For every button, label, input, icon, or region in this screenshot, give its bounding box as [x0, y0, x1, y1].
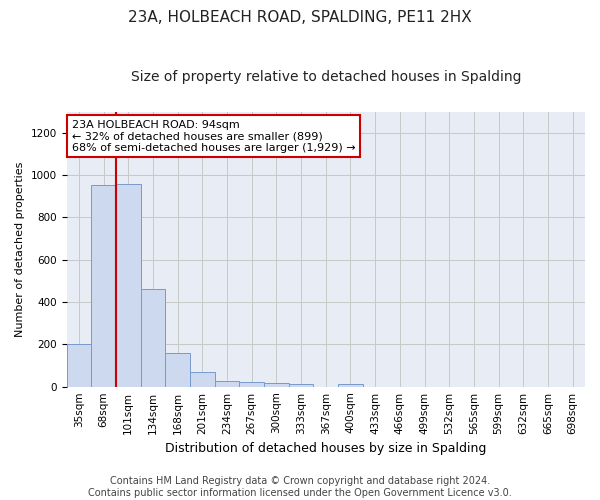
Bar — [289, 384, 313, 386]
Bar — [91, 184, 116, 386]
Text: 23A, HOLBEACH ROAD, SPALDING, PE11 2HX: 23A, HOLBEACH ROAD, SPALDING, PE11 2HX — [128, 10, 472, 25]
Bar — [190, 372, 215, 386]
Title: Size of property relative to detached houses in Spalding: Size of property relative to detached ho… — [131, 70, 521, 84]
Bar — [165, 353, 190, 386]
Bar — [338, 384, 363, 386]
Bar — [67, 344, 91, 387]
Text: Contains HM Land Registry data © Crown copyright and database right 2024.
Contai: Contains HM Land Registry data © Crown c… — [88, 476, 512, 498]
Text: 23A HOLBEACH ROAD: 94sqm
← 32% of detached houses are smaller (899)
68% of semi-: 23A HOLBEACH ROAD: 94sqm ← 32% of detach… — [72, 120, 355, 153]
Bar — [264, 383, 289, 386]
Bar — [116, 184, 140, 386]
Bar — [140, 288, 165, 386]
X-axis label: Distribution of detached houses by size in Spalding: Distribution of detached houses by size … — [165, 442, 487, 455]
Y-axis label: Number of detached properties: Number of detached properties — [15, 162, 25, 337]
Bar — [239, 382, 264, 386]
Bar — [215, 381, 239, 386]
